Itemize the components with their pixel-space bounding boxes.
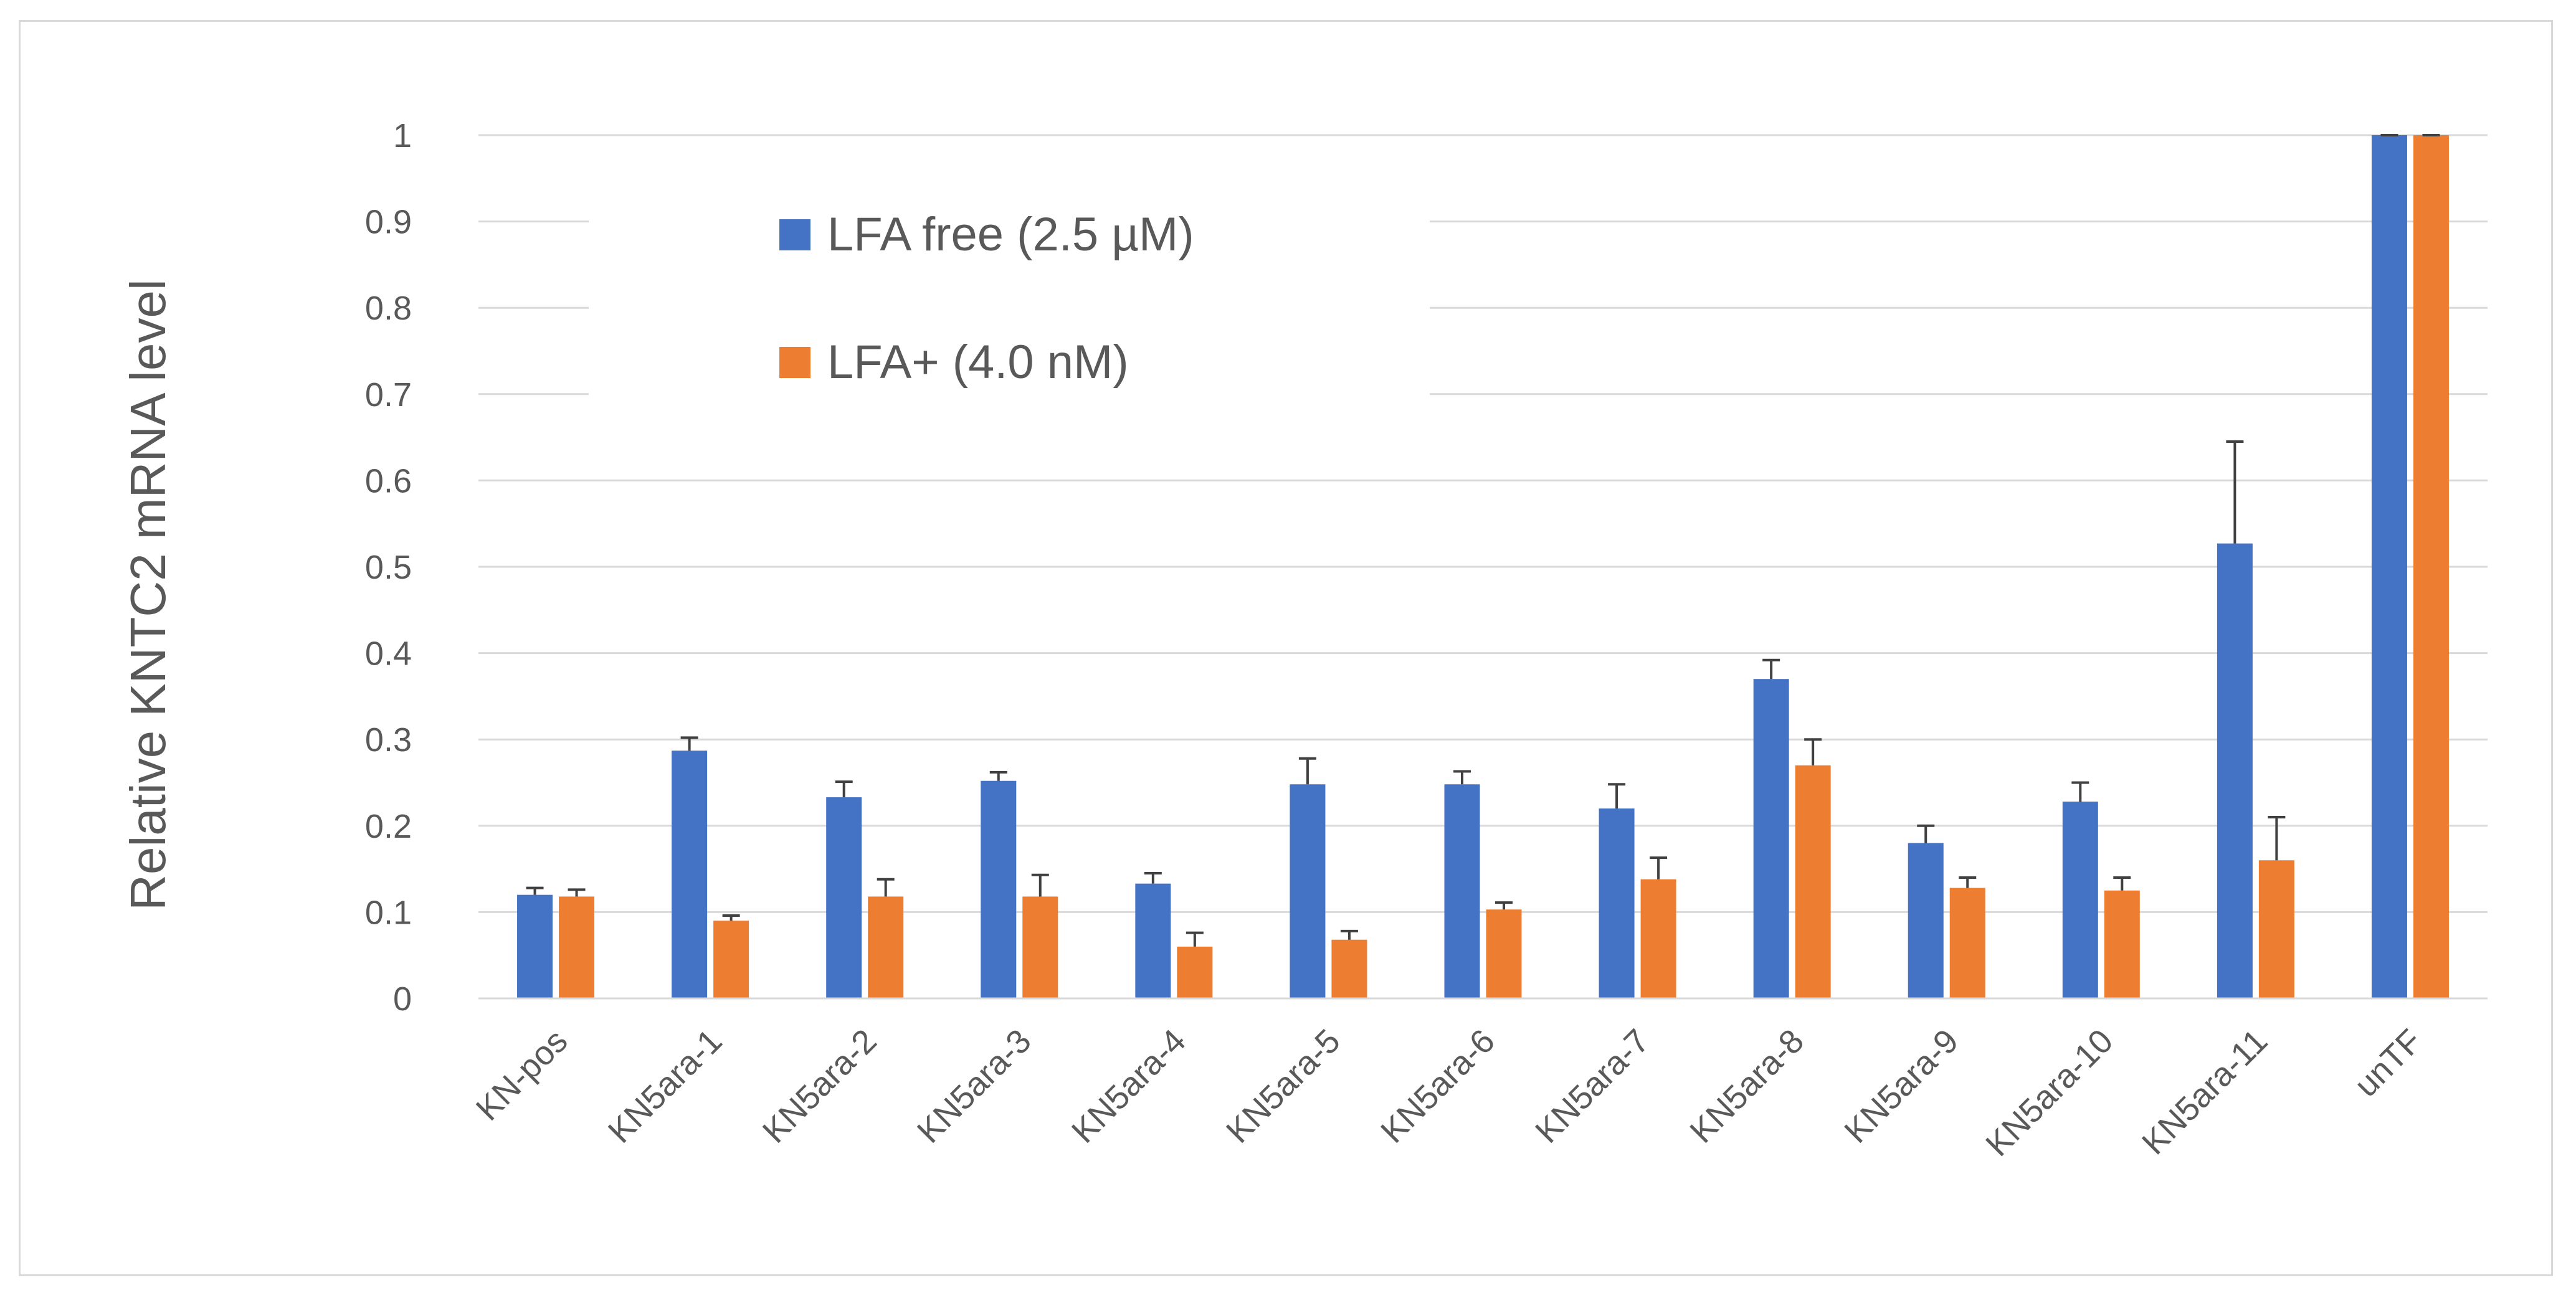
y-tick-label: 0.1 (365, 894, 412, 931)
bar-lfa-free-kn5ara-2 (826, 797, 862, 998)
y-tick-label: 0.8 (365, 290, 412, 327)
gridlines (478, 134, 2488, 913)
bar-lfa-plus-kn-pos (559, 896, 595, 998)
bar-lfa-plus-kn5ara-3 (1022, 896, 1058, 998)
bars (517, 135, 2449, 998)
bar-lfa-free-untf (2371, 135, 2407, 998)
y-tick-label: 0.9 (365, 204, 412, 241)
y-tick-label: 0.5 (365, 549, 412, 586)
bar-chart: 00.10.20.30.40.50.60.70.80.91 KN-pos KN5a… (120, 117, 2488, 1163)
x-tick-label: unTF (2347, 1022, 2430, 1104)
y-axis-label: Relative KNTC2 mRNA level (120, 279, 176, 911)
bar-lfa-plus-kn5ara-10 (2104, 890, 2140, 998)
y-tick-labels: 0 0.1 0.2 0.3 0.4 0.5 0.6 0.7 0.8 0.9 1 (365, 117, 412, 1018)
bar-lfa-free-kn5ara-7 (1599, 808, 1635, 998)
bar-lfa-plus-kn5ara-6 (1486, 909, 1522, 998)
x-tick-label: KN5ara-8 (1683, 1022, 1811, 1150)
y-tick-label: 1 (393, 117, 412, 154)
y-tick-label: 0.3 (365, 721, 412, 759)
bar-lfa-free-kn-pos (517, 894, 553, 998)
bar-lfa-plus-kn5ara-7 (1640, 879, 1676, 998)
bar-lfa-plus-kn5ara-4 (1177, 946, 1213, 998)
bar-lfa-plus-untf (2413, 135, 2449, 998)
legend-label-lfa-plus: LFA+ (4.0 nM) (827, 336, 1129, 389)
bar-lfa-free-kn5ara-10 (2062, 801, 2098, 998)
x-tick-label: KN5ara-1 (601, 1022, 730, 1150)
bar-lfa-free-kn5ara-1 (672, 751, 708, 998)
x-tick-label: KN5ara-9 (1837, 1022, 1965, 1150)
bar-lfa-free-kn5ara-3 (981, 780, 1017, 998)
y-tick-label: 0.4 (365, 635, 412, 673)
bar-lfa-free-kn5ara-5 (1290, 784, 1326, 998)
bar-lfa-plus-kn5ara-5 (1331, 939, 1367, 998)
y-tick-label: 0.7 (365, 376, 412, 414)
x-tick-labels: KN-pos KN5ara-1 KN5ara-2 KN5ara-3 KN5ara-4 KN… (469, 1022, 2430, 1163)
x-tick-label: KN5ara-11 (2135, 1022, 2274, 1162)
y-tick-label: 0.6 (365, 462, 412, 500)
bar-lfa-plus-kn5ara-9 (1949, 888, 1985, 998)
bar-lfa-free-kn5ara-4 (1135, 883, 1171, 998)
bar-lfa-free-kn5ara-11 (2217, 543, 2253, 998)
x-tick-label: KN-pos (469, 1022, 575, 1128)
legend-swatch-lfa-plus (779, 347, 810, 378)
legend-swatch-lfa-free (779, 219, 810, 250)
x-tick-label: KN5ara-10 (1979, 1022, 2120, 1163)
error-bars (526, 134, 2440, 947)
legend-label-lfa-free: LFA free (2.5 µM) (827, 208, 1194, 261)
bar-lfa-plus-kn5ara-8 (1795, 765, 1831, 998)
bar-lfa-free-kn5ara-9 (1908, 843, 1944, 998)
x-tick-label: KN5ara-4 (1065, 1022, 1193, 1150)
bar-lfa-plus-kn5ara-1 (713, 921, 749, 998)
x-tick-label: KN5ara-7 (1528, 1022, 1656, 1150)
bar-lfa-plus-kn5ara-11 (2258, 860, 2294, 998)
x-tick-label: KN5ara-2 (756, 1022, 884, 1150)
bar-lfa-plus-kn5ara-2 (868, 896, 904, 998)
chart-frame: 0 0.1 0.2 0.3 0.4 0.5 0.6 0.7 0.8 0.9 1 KN-pos KN5a… (19, 20, 2553, 1276)
legend: LFA free (2.5 µM) LFA+ (4.0 nM) (779, 208, 1194, 389)
y-tick-label: 0 (393, 980, 412, 1018)
bar-lfa-free-kn5ara-6 (1444, 784, 1480, 998)
bar-lfa-free-kn5ara-8 (1753, 679, 1789, 998)
y-tick-label: 0.2 (365, 808, 412, 845)
x-tick-label: KN5ara-5 (1219, 1022, 1347, 1150)
x-tick-label: KN5ara-3 (910, 1022, 1038, 1150)
x-tick-label: KN5ara-6 (1374, 1022, 1502, 1150)
